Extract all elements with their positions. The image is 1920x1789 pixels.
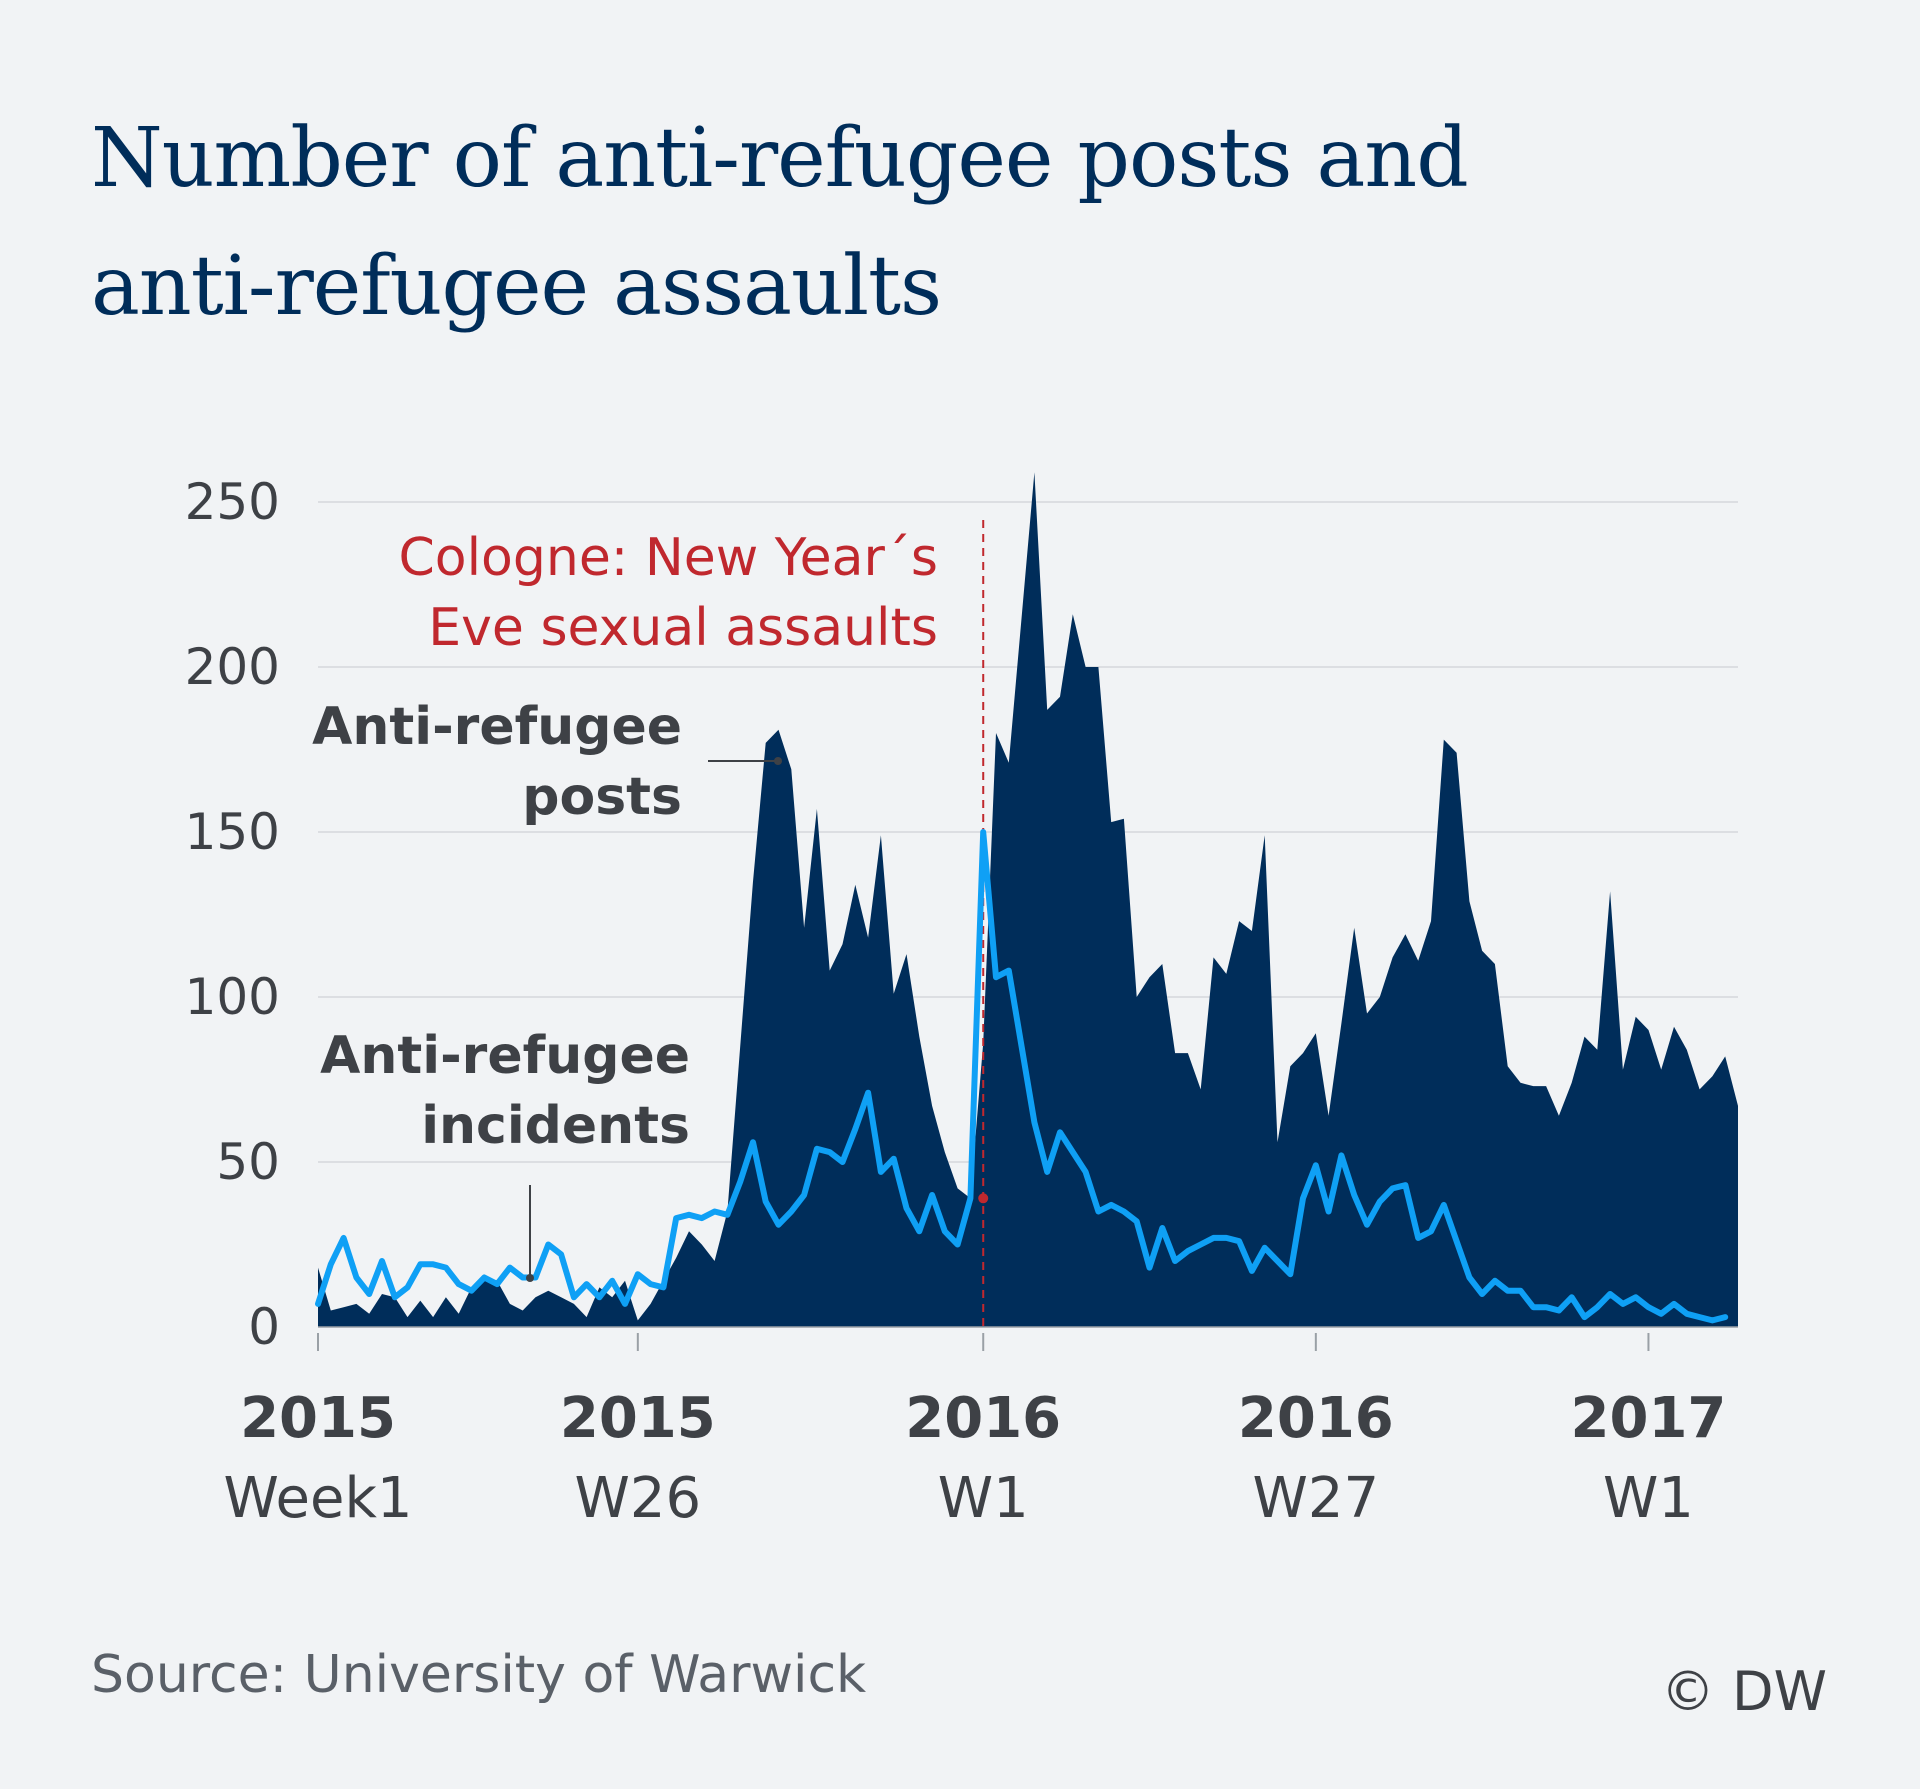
posts-label-line-2: posts bbox=[522, 767, 682, 827]
x-tick-week-3: W1 bbox=[938, 1466, 1029, 1531]
y-tick-label-50: 50 bbox=[216, 1133, 280, 1191]
y-tick-label-200: 200 bbox=[185, 638, 280, 696]
posts-area-layer bbox=[318, 472, 1738, 1327]
posts-area bbox=[318, 472, 1738, 1327]
event-label-line-1: Cologne: New Year´s bbox=[398, 528, 938, 588]
x-tick-week-5: W1 bbox=[1603, 1466, 1694, 1531]
x-tick-week-4: W27 bbox=[1253, 1466, 1380, 1531]
incidents-label-line-1: Anti-refugee bbox=[320, 1026, 690, 1086]
incidents-line bbox=[315, 829, 1729, 1324]
chart-title: Number of anti-refugee posts and anti-re… bbox=[91, 95, 1791, 351]
y-tick-label-0: 0 bbox=[248, 1298, 280, 1356]
x-tick-week-2: W26 bbox=[574, 1466, 701, 1531]
credit: © DW bbox=[1660, 1660, 1827, 1723]
source-note: Source: University of Warwick bbox=[91, 1645, 867, 1705]
event-label-line-2: Eve sexual assaults bbox=[428, 598, 938, 658]
y-tick-label-250: 250 bbox=[185, 473, 280, 531]
x-tick-year-2: 2015 bbox=[560, 1386, 716, 1451]
x-tick-year-4: 2016 bbox=[1238, 1386, 1394, 1451]
x-tick-year-1: 2015 bbox=[240, 1386, 396, 1451]
title-line-1: Number of anti-refugee posts and bbox=[91, 111, 1469, 206]
event-marker-dot bbox=[978, 1193, 989, 1204]
title-line-2: anti-refugee assaults bbox=[91, 239, 942, 334]
y-tick-label-100: 100 bbox=[185, 968, 280, 1026]
incidents-label-line-2: incidents bbox=[421, 1096, 690, 1156]
y-tick-label-150: 150 bbox=[185, 803, 280, 861]
x-tick-year-3: 2016 bbox=[905, 1386, 1061, 1451]
y-axis: 0 50 100 150 200 250 bbox=[185, 473, 280, 1356]
event-marker-layer: Cologne: New Year´s Eve sexual assaults bbox=[398, 520, 985, 1327]
x-axis: 2015 Week1 2015 W26 2016 W1 2016 W27 2017 W1 bbox=[223, 1326, 1738, 1531]
x-tick-week-1: Week1 bbox=[223, 1466, 412, 1531]
x-tick-year-5: 2017 bbox=[1571, 1386, 1727, 1451]
incidents-line-layer bbox=[315, 829, 1729, 1324]
posts-label-line-1: Anti-refugee bbox=[312, 697, 682, 757]
series-labels: Anti-refugee posts Anti-refugee incidents bbox=[312, 697, 782, 1282]
posts-leader-dot bbox=[774, 757, 782, 765]
incidents-leader-dot bbox=[526, 1274, 534, 1282]
